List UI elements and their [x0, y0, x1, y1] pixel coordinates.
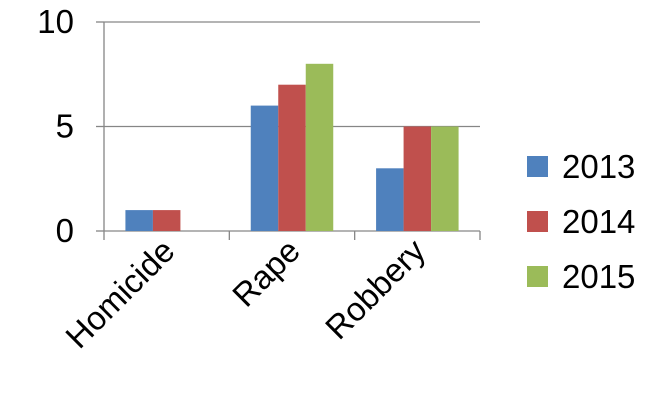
bar-rape-2014 [278, 84, 306, 231]
category-label-homicide: Homicide [58, 232, 181, 355]
legend-swatch-2013 [527, 156, 548, 177]
category-label-rape: Rape [225, 232, 307, 314]
bar-homicide-2014 [152, 210, 181, 231]
legend-swatch-2015 [527, 266, 548, 287]
bar-homicide-2013 [125, 210, 153, 231]
legend-label-2014: 2014 [562, 203, 635, 240]
legend-label-2015: 2015 [562, 258, 635, 295]
legend-label-2013: 2013 [562, 148, 635, 185]
bar-robbery-2015 [431, 126, 459, 231]
category-labels: Homicide Rape Robbery [58, 231, 432, 355]
bar-robbery-2014 [403, 126, 432, 231]
y-tick-label: 5 [56, 108, 74, 145]
legend: 2013 2014 2015 [527, 148, 635, 295]
bar-rape-2013 [250, 105, 279, 231]
y-tick-labels: 0 5 10 [37, 3, 74, 249]
legend-swatch-2014 [527, 211, 548, 232]
y-tick-label: 0 [56, 212, 74, 249]
category-label-robbery: Robbery [318, 231, 433, 346]
y-tick-label: 10 [37, 3, 74, 40]
bars [125, 63, 459, 231]
bar-robbery-2013 [376, 168, 404, 231]
bar-rape-2015 [305, 63, 334, 231]
